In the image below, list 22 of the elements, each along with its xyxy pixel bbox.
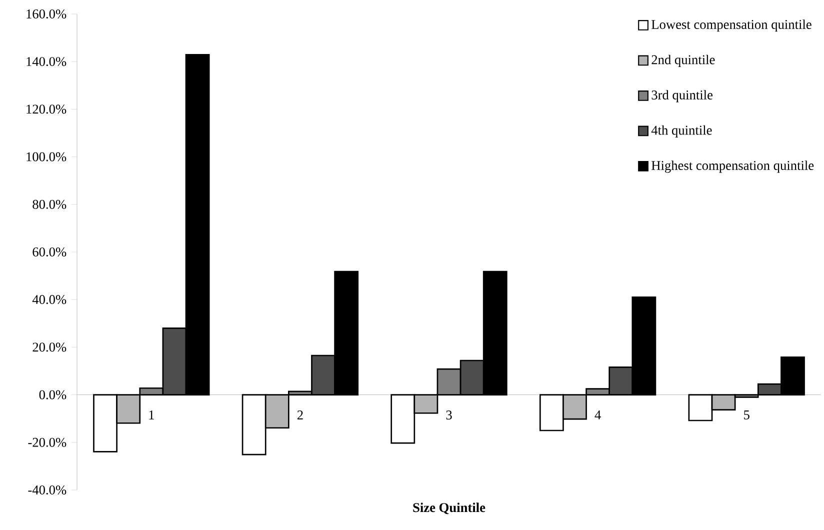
legend-label: 3rd quintile (652, 90, 713, 102)
x-tick-label: 3 (446, 410, 452, 420)
y-tick-label: 40.0% (32, 295, 66, 304)
y-tick-label: 80.0% (32, 200, 66, 209)
y-tick-label: 140.0% (26, 57, 66, 66)
x-tick-label: 4 (594, 410, 601, 420)
y-tick-label: 100.0% (26, 152, 66, 162)
legend-label: Lowest compensation quintile (652, 20, 812, 32)
x-tick-label: 2 (297, 410, 303, 420)
y-tick-label: 0.0% (39, 390, 66, 400)
y-tick-label: -20.0% (28, 438, 66, 447)
y-tick-label: 120.0% (26, 104, 66, 114)
x-tick-label: 5 (744, 410, 750, 420)
legend-label: 4th quintile (651, 125, 712, 138)
legend-label: 2nd quintile (652, 54, 715, 67)
y-tick-label: 20.0% (32, 342, 66, 352)
x-axis-title: Size Quintile (413, 502, 486, 514)
y-tick-label: 60.0% (32, 247, 66, 257)
legend-label: Highest compensation quintile (652, 160, 814, 173)
y-tick-label: 160.0% (26, 9, 66, 19)
x-tick-label: 1 (149, 410, 154, 420)
y-tick-label: -40.0% (28, 485, 66, 495)
